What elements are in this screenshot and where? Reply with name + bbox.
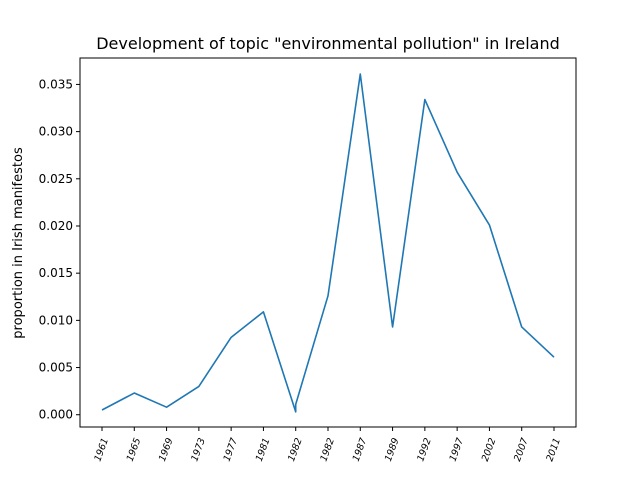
- x-tick-label: 1982: [318, 437, 337, 463]
- x-tick-label: 1969: [157, 437, 176, 463]
- y-tick-label: 0.010: [39, 313, 73, 327]
- x-tick-label: 1961: [92, 437, 111, 463]
- y-tick-label: 0.005: [39, 361, 73, 375]
- plot-area: 0.000 0.005 0.010 0.015 0.020 0.025 0.030 0.035…: [39, 73, 563, 463]
- y-axis-label: proportion in Irish manifestos: [11, 147, 26, 339]
- x-tick-label: 1965: [125, 437, 144, 463]
- series-line: [101, 73, 555, 413]
- y-tick-label: 0.015: [39, 266, 73, 280]
- y-tick-label: 0.000: [39, 408, 73, 422]
- x-tick-label: 1977: [222, 437, 241, 463]
- y-tick-label: 0.025: [39, 172, 73, 186]
- x-tick-label: 1981: [254, 437, 273, 463]
- chart-title: Development of topic "environmental poll…: [96, 34, 560, 53]
- x-tick-label: 1987: [351, 437, 370, 463]
- x-tick-label: 1989: [383, 437, 402, 463]
- axes-frame: [79, 57, 577, 428]
- y-tick-label: 0.020: [39, 219, 73, 233]
- x-tick-label: 2002: [480, 437, 499, 463]
- x-tick-label: 1992: [415, 437, 434, 463]
- x-tick-label: 1982: [286, 437, 305, 463]
- y-tick-label: 0.035: [39, 77, 73, 91]
- x-tick-label: 1997: [448, 437, 467, 463]
- x-tick-label: 2007: [512, 437, 531, 463]
- x-tick-label: 1973: [189, 437, 208, 463]
- y-tick-label: 0.030: [39, 125, 73, 139]
- x-tick-label: 2011: [544, 437, 563, 463]
